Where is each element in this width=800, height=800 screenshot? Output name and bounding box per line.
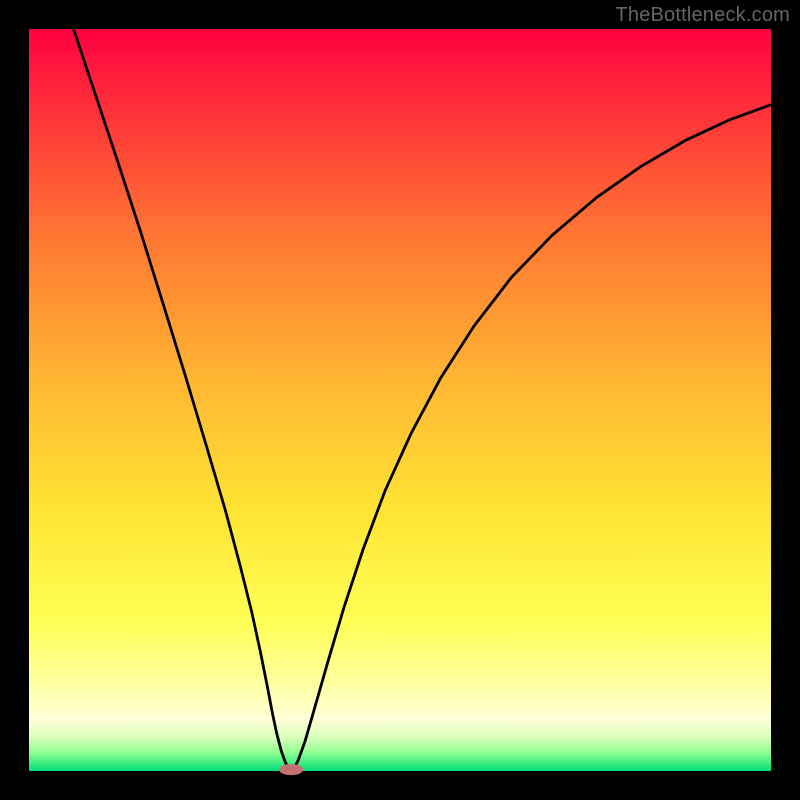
curve-path	[74, 29, 771, 771]
watermark-text: TheBottleneck.com	[615, 4, 790, 27]
plot-area	[29, 29, 771, 771]
optimum-marker	[279, 764, 303, 776]
bottleneck-curve	[29, 29, 771, 771]
